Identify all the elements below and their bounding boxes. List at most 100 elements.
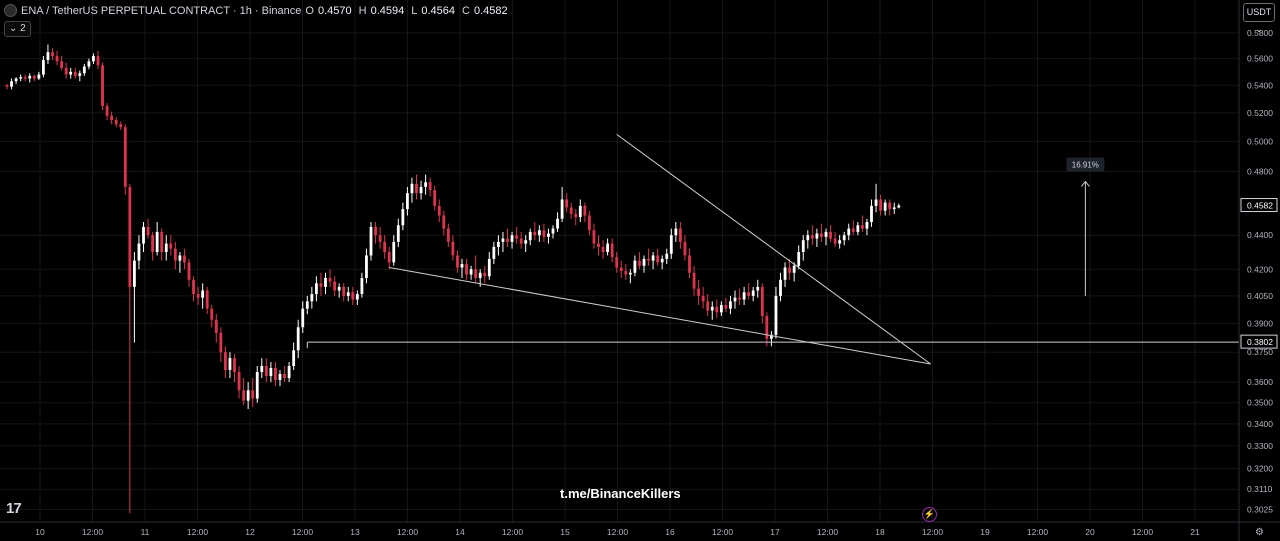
candle-body bbox=[838, 240, 842, 244]
candle bbox=[751, 286, 755, 302]
candle bbox=[624, 264, 628, 280]
candle-body bbox=[783, 267, 787, 280]
candle-body bbox=[829, 231, 832, 239]
candle bbox=[783, 262, 787, 287]
candle bbox=[333, 276, 336, 296]
candle-body bbox=[487, 258, 491, 277]
candle bbox=[729, 295, 732, 315]
candle bbox=[688, 248, 691, 279]
x-tick-label: 16 bbox=[665, 527, 675, 537]
y-tick-label: 0.4050 bbox=[1247, 291, 1273, 301]
candle-body bbox=[14, 78, 18, 82]
candle-body bbox=[556, 218, 559, 229]
candle bbox=[251, 378, 255, 407]
candle-body bbox=[519, 238, 523, 244]
candle bbox=[788, 258, 791, 280]
candle bbox=[28, 73, 32, 83]
candle-body bbox=[82, 66, 86, 74]
x-tick-label: 20 bbox=[1085, 527, 1095, 537]
candle-body bbox=[28, 75, 32, 79]
candle bbox=[619, 260, 623, 279]
candle-body bbox=[583, 205, 587, 216]
candle bbox=[656, 248, 660, 266]
candle bbox=[105, 103, 109, 120]
candle bbox=[642, 255, 646, 273]
candle-body bbox=[788, 267, 791, 273]
ohlc-high-label: H bbox=[358, 4, 367, 17]
currency-select-button[interactable]: USDT ⌄ bbox=[1243, 3, 1275, 34]
candle-body bbox=[5, 85, 9, 87]
candle bbox=[606, 238, 609, 256]
x-tick-label: 19 bbox=[980, 527, 990, 537]
candle-body bbox=[779, 279, 782, 296]
candle bbox=[173, 241, 177, 270]
lightning-icon[interactable]: ⚡ bbox=[922, 507, 937, 522]
candle bbox=[542, 223, 546, 242]
candle bbox=[324, 272, 327, 295]
y-tick-label: 0.5000 bbox=[1247, 137, 1273, 147]
candle-body bbox=[606, 243, 609, 253]
candle-body bbox=[342, 286, 346, 296]
symbol-title[interactable]: ENA / TetherUS PERPETUAL CONTRACT · 1h ·… bbox=[21, 4, 302, 17]
candle-body bbox=[465, 264, 468, 275]
candle-body bbox=[101, 65, 104, 106]
candle-body bbox=[396, 225, 400, 242]
candle-body bbox=[60, 61, 63, 68]
candle-body bbox=[205, 290, 209, 309]
candle bbox=[456, 250, 459, 273]
y-tick-label: 0.3300 bbox=[1247, 441, 1273, 451]
candle-body bbox=[542, 230, 546, 237]
candle-body bbox=[219, 332, 223, 353]
candle-body bbox=[392, 241, 396, 263]
candle bbox=[578, 199, 582, 223]
candle bbox=[410, 177, 414, 203]
candle-body bbox=[310, 294, 314, 302]
candle bbox=[820, 223, 823, 242]
candle bbox=[592, 223, 596, 249]
gear-icon[interactable]: ⚙ bbox=[1255, 527, 1264, 538]
candle bbox=[779, 272, 782, 302]
candle bbox=[765, 312, 769, 347]
candle-body bbox=[815, 233, 819, 239]
x-tick-label: 14 bbox=[455, 527, 465, 537]
watermark-text: t.me/BinanceKillers bbox=[560, 486, 681, 501]
chart-header: ENA / TetherUS PERPETUAL CONTRACT · 1h ·… bbox=[4, 4, 511, 17]
candle bbox=[856, 222, 860, 236]
candle bbox=[861, 215, 864, 232]
candle bbox=[638, 252, 641, 270]
candle bbox=[219, 327, 223, 363]
candle-body bbox=[715, 306, 719, 313]
candle bbox=[205, 286, 209, 315]
candle-body bbox=[237, 372, 241, 391]
candle bbox=[296, 319, 300, 359]
y-tick-label: 0.3400 bbox=[1247, 419, 1273, 429]
candle bbox=[810, 225, 814, 246]
candle-body bbox=[651, 255, 655, 261]
candle bbox=[178, 252, 182, 273]
candle-body bbox=[169, 243, 173, 249]
candle-body bbox=[278, 374, 282, 381]
candle-body bbox=[597, 243, 600, 247]
candle-body bbox=[164, 243, 168, 253]
candle bbox=[665, 248, 669, 265]
candle bbox=[433, 185, 437, 211]
price-label-box bbox=[1240, 334, 1278, 349]
candle-body bbox=[824, 231, 828, 237]
tradingview-logo[interactable]: 17 bbox=[6, 500, 22, 517]
indicators-toggle-button[interactable]: ⌄ 2 bbox=[4, 21, 31, 37]
candle-body bbox=[365, 255, 368, 279]
candle bbox=[214, 314, 218, 343]
candle bbox=[260, 358, 264, 379]
candle-body bbox=[560, 199, 564, 219]
candle bbox=[155, 222, 159, 256]
measure-arrow-head bbox=[1080, 180, 1090, 187]
y-tick-label: 0.4200 bbox=[1247, 264, 1273, 274]
candle bbox=[451, 235, 455, 261]
candle bbox=[615, 252, 619, 273]
candle-body bbox=[210, 308, 214, 320]
y-tick-label: 0.3750 bbox=[1247, 347, 1273, 357]
candle bbox=[87, 58, 91, 70]
candle bbox=[583, 202, 587, 223]
candle bbox=[246, 382, 250, 410]
